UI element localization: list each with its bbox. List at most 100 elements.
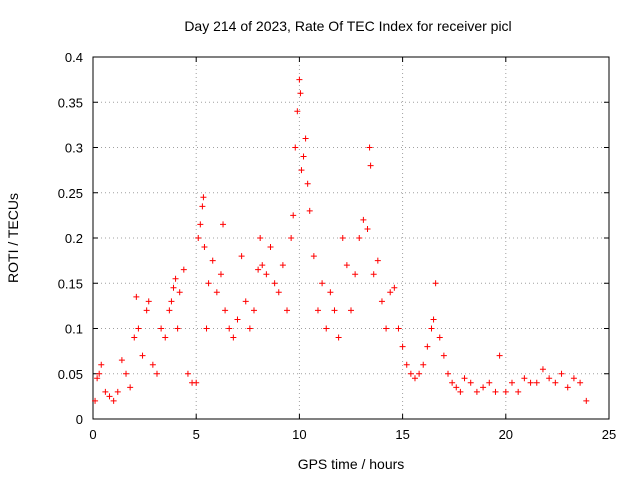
- data-point: [213, 289, 220, 296]
- data-point: [294, 108, 301, 115]
- data-point: [135, 325, 142, 332]
- data-point: [201, 244, 208, 251]
- data-point: [360, 216, 367, 223]
- data-point: [570, 375, 577, 382]
- x-tick-label: 25: [602, 427, 616, 442]
- data-point: [558, 370, 565, 377]
- data-point: [143, 307, 150, 314]
- data-point: [172, 275, 179, 282]
- x-tick-label: 20: [499, 427, 513, 442]
- chart-title: Day 214 of 2023, Rate Of TEC Index for r…: [184, 18, 511, 34]
- data-point: [411, 375, 418, 382]
- data-point: [145, 298, 152, 305]
- data-point: [314, 307, 321, 314]
- data-point: [339, 235, 346, 241]
- data-point: [255, 266, 262, 273]
- data-point: [98, 361, 105, 368]
- data-point: [480, 384, 487, 391]
- data-point: [199, 203, 206, 210]
- data-point: [184, 370, 191, 377]
- y-tick-label: 0.35: [58, 95, 83, 110]
- data-point: [176, 289, 183, 296]
- data-point: [583, 397, 590, 404]
- data-point: [302, 135, 309, 142]
- data-point: [508, 379, 515, 386]
- data-point: [292, 144, 299, 151]
- data-point: [395, 325, 402, 332]
- data-point: [271, 280, 278, 287]
- axis-ticks: [92, 56, 610, 420]
- data-point: [424, 343, 431, 350]
- x-tick-label: 10: [292, 427, 306, 442]
- data-point: [114, 388, 121, 395]
- data-point: [123, 370, 130, 377]
- data-point: [246, 325, 253, 332]
- y-tick-label: 0.3: [65, 141, 83, 156]
- data-point: [259, 262, 266, 269]
- data-point: [296, 76, 303, 83]
- data-point: [168, 298, 175, 305]
- data-points: [92, 76, 590, 404]
- data-point: [533, 379, 540, 386]
- data-point: [343, 262, 350, 269]
- data-point: [306, 207, 313, 214]
- data-point: [174, 325, 181, 332]
- data-point: [230, 334, 237, 341]
- data-point: [226, 325, 233, 332]
- data-point: [257, 235, 264, 241]
- data-point: [323, 325, 330, 332]
- data-point: [319, 280, 326, 287]
- data-point: [496, 352, 503, 359]
- data-point: [205, 280, 212, 287]
- y-tick-label: 0.15: [58, 276, 83, 291]
- data-point: [131, 334, 138, 341]
- data-point: [352, 271, 359, 278]
- y-tick-label: 0.4: [65, 50, 83, 65]
- data-point: [515, 388, 522, 395]
- data-point: [457, 388, 464, 395]
- data-point: [364, 225, 371, 232]
- data-point: [162, 334, 169, 341]
- data-point: [502, 388, 509, 395]
- plot-frame: [92, 56, 610, 420]
- data-point: [445, 370, 452, 377]
- data-point: [335, 334, 342, 341]
- data-point: [118, 357, 125, 364]
- data-point: [420, 361, 427, 368]
- data-point: [263, 271, 270, 278]
- data-point: [297, 90, 304, 97]
- data-point: [195, 235, 202, 241]
- data-point: [220, 221, 227, 228]
- data-point: [158, 325, 165, 332]
- data-point: [370, 271, 377, 278]
- data-point: [242, 298, 249, 305]
- x-tick-labels: 0 5 10 15 20 25: [89, 427, 616, 442]
- data-point: [279, 262, 286, 269]
- data-point: [96, 370, 103, 377]
- y-tick-label: 0.05: [58, 367, 83, 382]
- y-axis-label: ROTI / TECUs: [5, 193, 21, 283]
- data-point: [348, 307, 354, 314]
- data-point: [403, 361, 410, 368]
- data-point: [127, 384, 134, 391]
- data-point: [106, 393, 113, 400]
- data-point: [374, 257, 381, 264]
- data-point: [331, 307, 338, 314]
- data-point: [234, 316, 241, 323]
- x-tick-label: 15: [395, 427, 409, 442]
- data-point: [546, 375, 553, 382]
- data-point: [304, 180, 311, 187]
- data-point: [180, 266, 187, 273]
- data-point: [94, 375, 101, 382]
- data-point: [453, 384, 460, 391]
- data-point: [327, 289, 334, 296]
- data-point: [473, 388, 480, 395]
- data-point: [288, 235, 295, 241]
- data-point: [170, 284, 177, 291]
- data-point: [416, 370, 423, 377]
- data-point: [166, 307, 173, 314]
- data-point: [284, 307, 291, 314]
- x-tick-label: 0: [89, 427, 96, 442]
- data-point: [356, 235, 363, 241]
- data-point: [432, 280, 439, 287]
